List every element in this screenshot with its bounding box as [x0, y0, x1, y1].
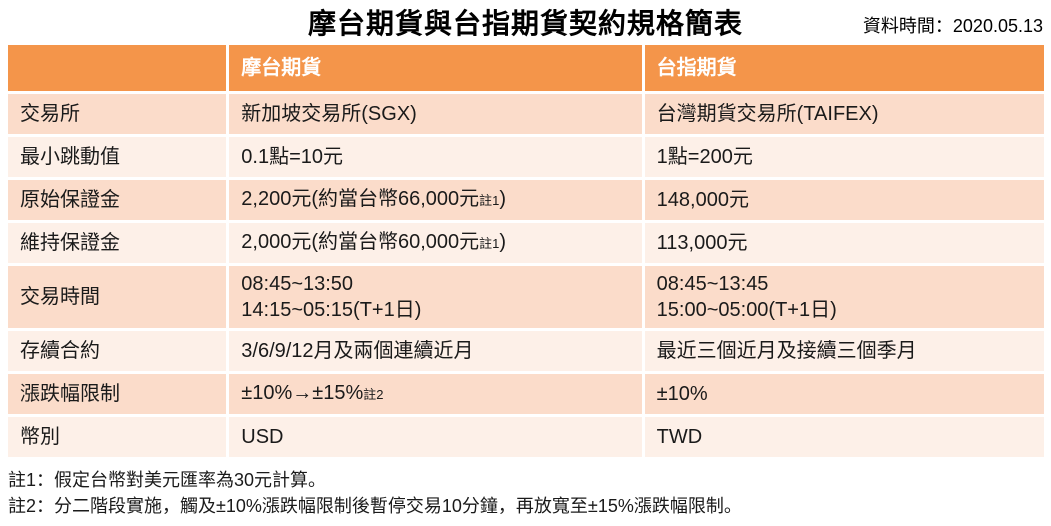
cell-msci-initial-margin: 2,200元(約當台幣66,000元註1)	[229, 180, 642, 220]
row-label: 交易時間	[8, 266, 227, 328]
trading-hours-line2: 14:15~05:15(T+1日)	[241, 299, 422, 321]
header-cell-taifex-futures: 台指期貨	[644, 45, 1044, 91]
header-cell-msci-futures: 摩台期貨	[229, 45, 642, 91]
contract-spec-table: 摩台期貨 台指期貨 交易所 新加坡交易所(SGX) 台灣期貨交易所(TAIFEX…	[5, 42, 1047, 460]
cell-msci-maintenance-margin: 2,000元(約當台幣60,000元註1)	[229, 223, 642, 263]
cell-msci-trading-hours: 08:45~13:50 14:15~05:15(T+1日)	[229, 266, 642, 328]
table-row-contract-months: 存續合約 3/6/9/12月及兩個連續近月 最近三個近月及接續三個季月	[8, 331, 1044, 371]
table-row-price-limit: 漲跌幅限制 ±10%→±15%註2 ±10%	[8, 374, 1044, 414]
cell-taifex-exchange: 台灣期貨交易所(TAIFEX)	[644, 94, 1044, 134]
row-label: 存續合約	[8, 331, 227, 371]
cell-text: 2,000元(約當台幣60,000元	[241, 231, 480, 253]
cell-msci-price-limit: ±10%→±15%註2	[229, 374, 642, 414]
cell-taifex-maintenance-margin: 113,000元	[644, 223, 1044, 263]
table-row-tick-value: 最小跳動值 0.1點=10元 1點=200元	[8, 137, 1044, 177]
trading-hours-line2: 15:00~05:00(T+1日)	[656, 299, 837, 321]
cell-msci-exchange: 新加坡交易所(SGX)	[229, 94, 642, 134]
cell-text: ±10%→±15%	[241, 382, 364, 404]
cell-text: )	[499, 231, 507, 253]
table-row-maintenance-margin: 維持保證金 2,000元(約當台幣60,000元註1) 113,000元	[8, 223, 1044, 263]
row-label: 原始保證金	[8, 180, 227, 220]
footnote-ref-2: 註2	[363, 387, 384, 402]
row-label: 最小跳動值	[8, 137, 227, 177]
table-row-exchange: 交易所 新加坡交易所(SGX) 台灣期貨交易所(TAIFEX)	[8, 94, 1044, 134]
cell-taifex-price-limit: ±10%	[644, 374, 1044, 414]
trading-hours-line1: 08:45~13:50	[241, 273, 354, 295]
page-header: 摩台期貨與台指期貨契約規格簡表 資料時間：2020.05.13	[0, 0, 1051, 40]
footnote-1: 註1：假定台幣對美元匯率為30元計算。	[8, 470, 327, 490]
cell-taifex-contract-months: 最近三個近月及接續三個季月	[644, 331, 1044, 371]
cell-msci-tick-value: 0.1點=10元	[229, 137, 642, 177]
footnote-2: 註2：分二階段實施，觸及±10%漲跌幅限制後暫停交易10分鐘，再放寬至±15%漲…	[8, 496, 742, 516]
trading-hours-line1: 08:45~13:45	[656, 273, 769, 295]
row-label: 幣別	[8, 417, 227, 457]
table-row-currency: 幣別 USD TWD	[8, 417, 1044, 457]
footnote-ref-1: 註1	[479, 193, 500, 208]
cell-taifex-tick-value: 1點=200元	[644, 137, 1044, 177]
cell-text: )	[499, 188, 507, 210]
cell-taifex-currency: TWD	[644, 417, 1044, 457]
cell-taifex-initial-margin: 148,000元	[644, 180, 1044, 220]
data-time-label: 資料時間：2020.05.13	[862, 16, 1043, 36]
header-cell-blank	[8, 45, 227, 91]
row-label: 維持保證金	[8, 223, 227, 263]
row-label: 漲跌幅限制	[8, 374, 227, 414]
table-row-initial-margin: 原始保證金 2,200元(約當台幣66,000元註1) 148,000元	[8, 180, 1044, 220]
cell-taifex-trading-hours: 08:45~13:45 15:00~05:00(T+1日)	[644, 266, 1044, 328]
page-title: 摩台期貨與台指期貨契約規格簡表	[307, 8, 743, 39]
footnotes: 註1：假定台幣對美元匯率為30元計算。 註2：分二階段實施，觸及±10%漲跌幅限…	[8, 467, 1043, 519]
cell-msci-contract-months: 3/6/9/12月及兩個連續近月	[229, 331, 642, 371]
cell-text: 2,200元(約當台幣66,000元	[241, 188, 480, 210]
table-row-trading-hours: 交易時間 08:45~13:50 14:15~05:15(T+1日) 08:45…	[8, 266, 1044, 328]
cell-msci-currency: USD	[229, 417, 642, 457]
footnote-ref-1: 註1	[479, 236, 500, 251]
row-label: 交易所	[8, 94, 227, 134]
table-header-row: 摩台期貨 台指期貨	[8, 45, 1044, 91]
